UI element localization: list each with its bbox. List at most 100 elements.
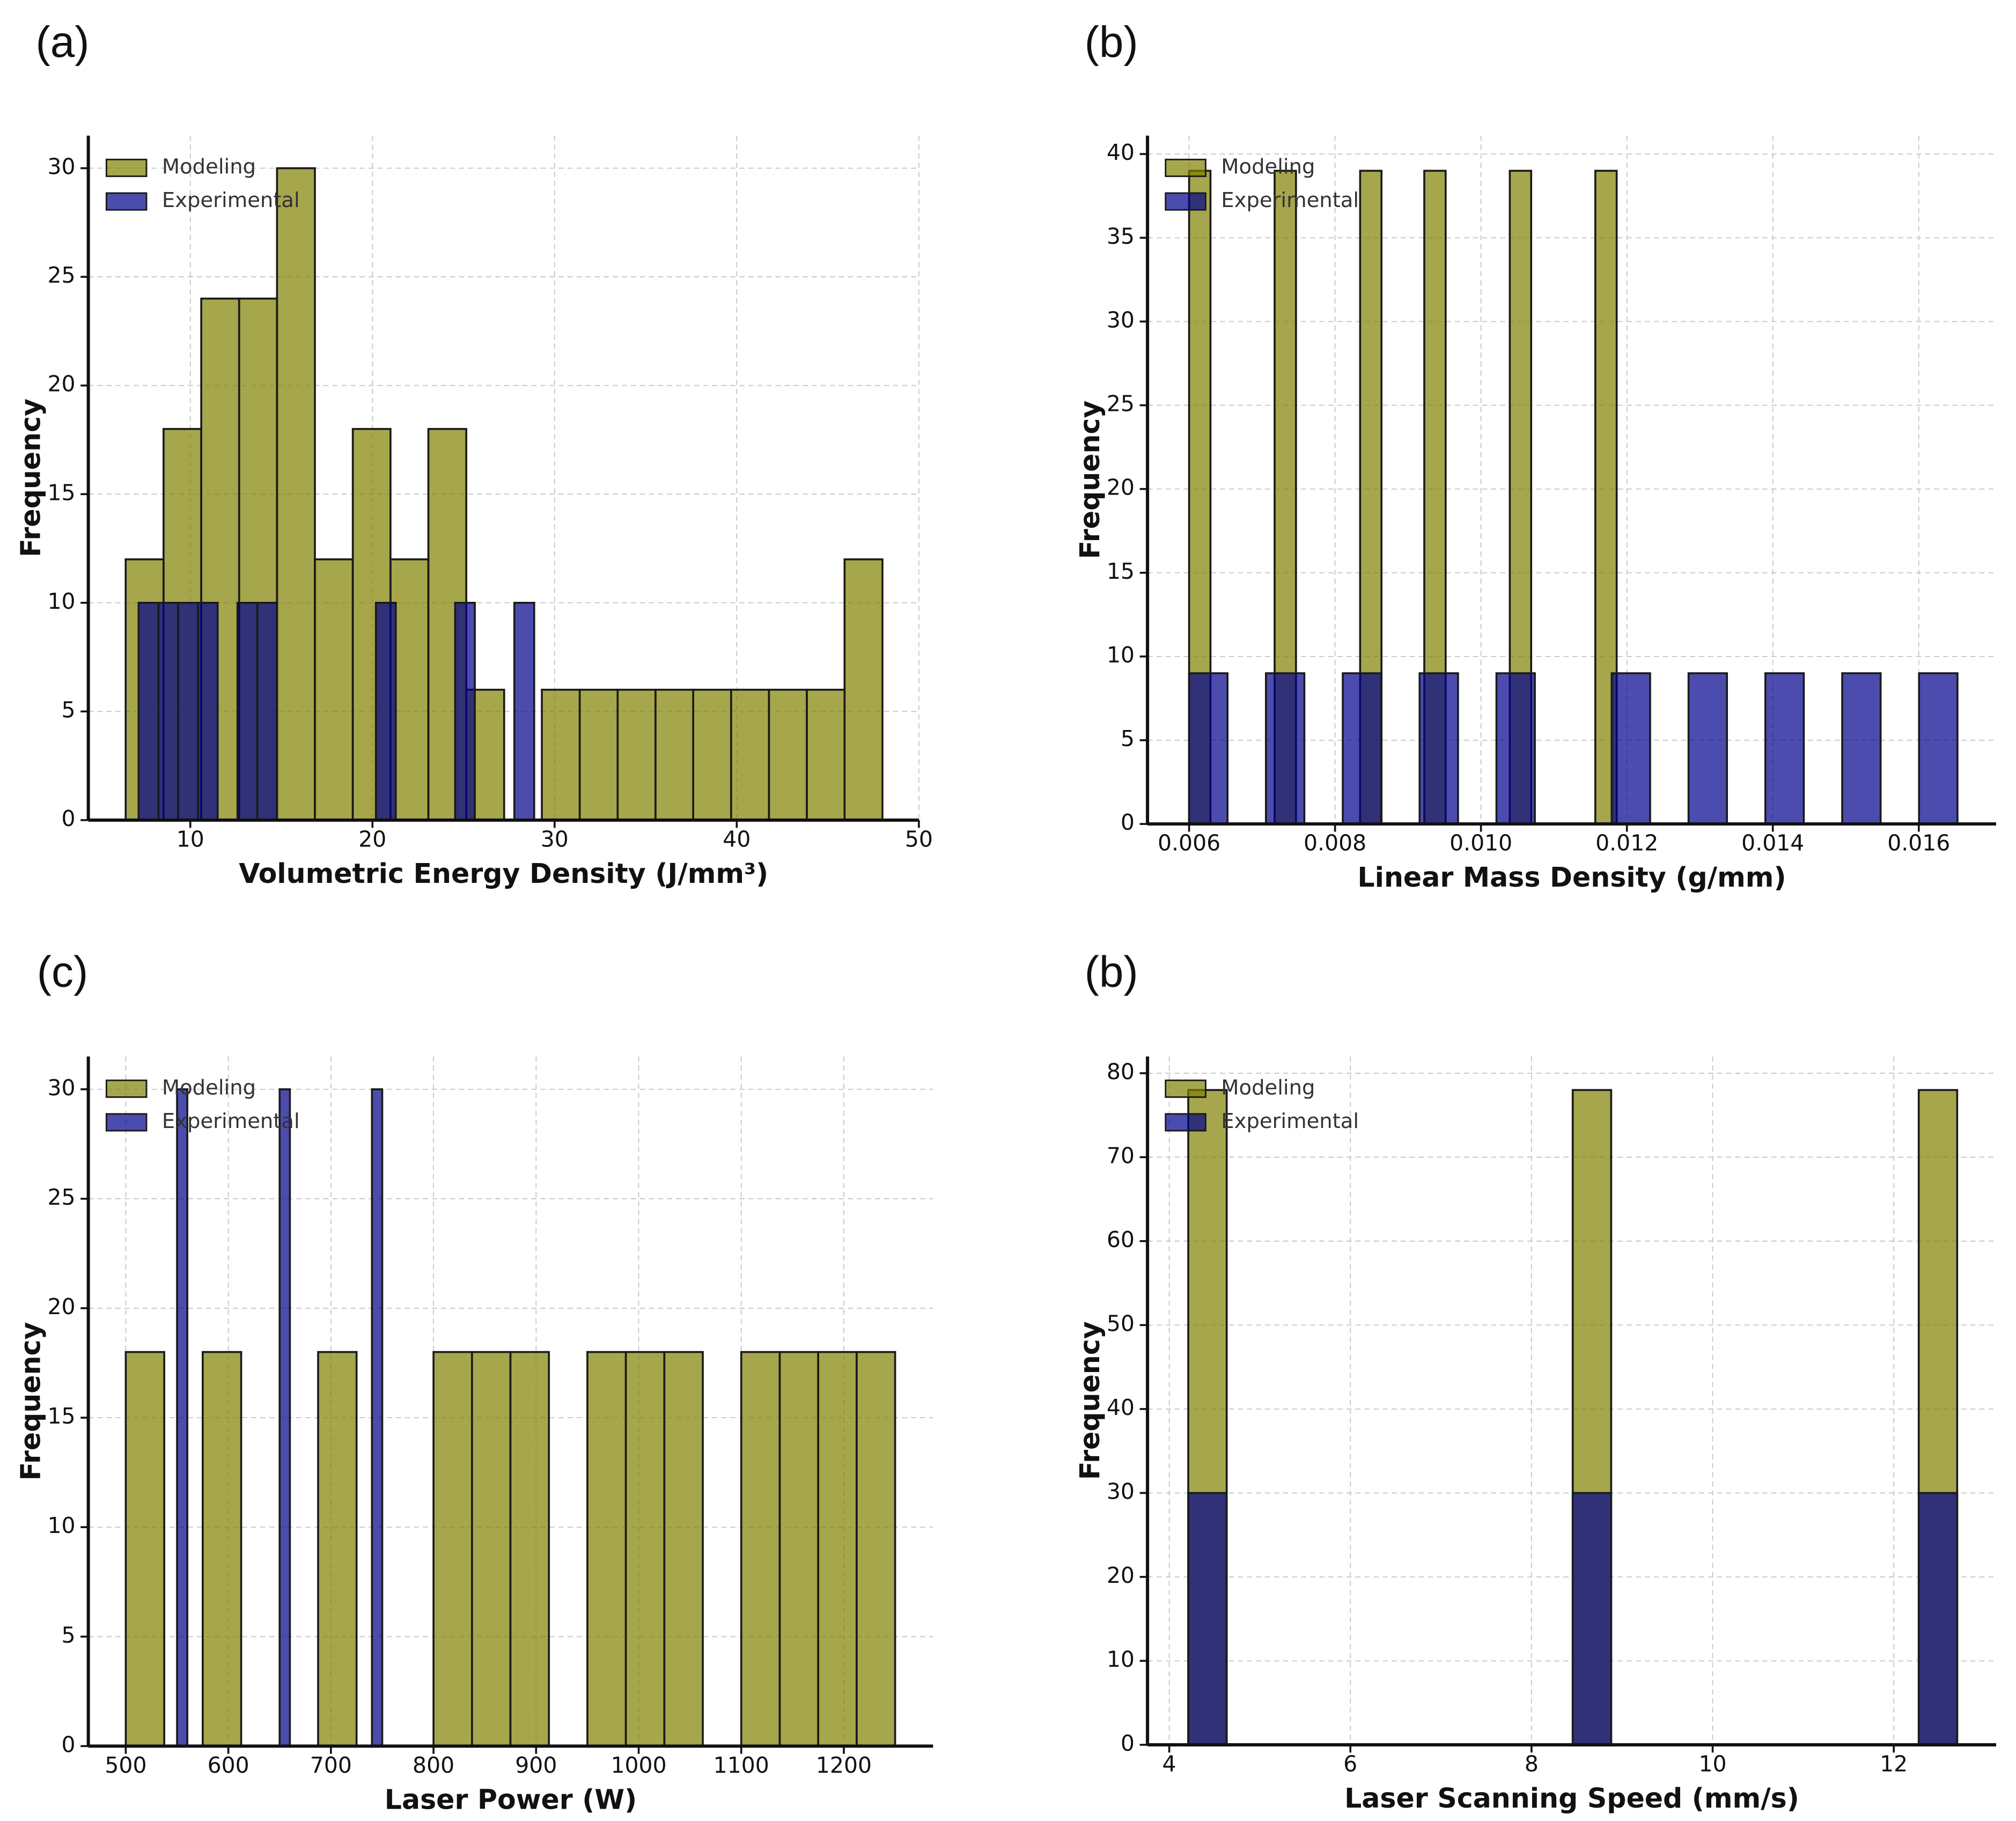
x-tick-label: 0.014 (1741, 830, 1804, 856)
y-tick-label: 40 (1107, 1395, 1135, 1420)
bar (371, 1088, 384, 1748)
y-tick-label: 0 (1121, 1730, 1135, 1756)
bar (236, 602, 259, 821)
legend-swatch (1165, 192, 1206, 211)
panel-label: (b) (1085, 18, 1138, 67)
bar (197, 602, 219, 821)
bar (730, 689, 770, 821)
y-tick-label: 15 (47, 1403, 75, 1429)
legend-label: Modeling (162, 155, 256, 179)
x-axis-label: Volumetric Energy Density (J/mm³) (239, 858, 768, 889)
bar (856, 1351, 896, 1748)
bar (578, 689, 619, 821)
legend-label: Experimental (1221, 1109, 1359, 1133)
y-tick-label: 5 (1121, 726, 1135, 751)
bar (471, 1351, 512, 1748)
bar (374, 602, 397, 821)
x-axis-label: Laser Power (W) (385, 1783, 637, 1815)
y-tick-label: 30 (1107, 1478, 1135, 1504)
x-tick-label: 1100 (713, 1752, 769, 1778)
bar (509, 1351, 550, 1748)
x-tick-label: 0.012 (1595, 830, 1658, 856)
bar (843, 558, 884, 821)
legend-label: Modeling (1221, 155, 1315, 179)
y-tick-label: 15 (47, 480, 75, 505)
y-tick-label: 10 (1107, 1646, 1135, 1672)
bar (768, 689, 808, 821)
bar (157, 602, 179, 821)
bar (317, 1351, 358, 1748)
y-tick-label: 0 (1121, 809, 1135, 835)
legend-swatch (105, 192, 148, 211)
y-tick-label: 5 (62, 1622, 76, 1648)
bar (1610, 672, 1651, 825)
y-tick-label: 20 (1107, 1562, 1135, 1588)
x-tick-label: 6 (1343, 1751, 1357, 1776)
bar (1764, 672, 1805, 825)
x-tick-label: 0.010 (1450, 830, 1512, 856)
bar (137, 602, 160, 821)
bar (276, 167, 316, 821)
y-tick-label: 0 (62, 1731, 76, 1757)
x-axis-label: Laser Scanning Speed (mm/s) (1344, 1782, 1799, 1814)
bar (663, 1351, 704, 1748)
bar (817, 1351, 858, 1748)
bar (740, 1351, 781, 1748)
y-tick-label: 25 (1107, 391, 1135, 417)
bar (616, 689, 657, 821)
panel-label: (c) (37, 948, 88, 997)
x-tick-label: 0.016 (1887, 830, 1950, 856)
bar (1187, 1492, 1228, 1746)
y-tick-label: 5 (62, 697, 76, 722)
bar (432, 1351, 473, 1748)
y-axis-label: Frequency (15, 1322, 47, 1480)
x-tick-label: 40 (723, 826, 751, 852)
legend-label: Experimental (1221, 188, 1359, 212)
bar (256, 602, 278, 821)
y-tick-label: 50 (1107, 1310, 1135, 1336)
panel-label: (b) (1085, 948, 1138, 997)
x-tick-label: 900 (515, 1752, 557, 1778)
bar (1917, 1492, 1959, 1746)
bar (806, 689, 846, 821)
x-tick-label: 0.008 (1304, 830, 1366, 856)
x-tick-label: 500 (105, 1752, 146, 1778)
bar (1188, 672, 1228, 825)
bar (454, 602, 476, 821)
x-tick-label: 1200 (816, 1752, 872, 1778)
legend-swatch (105, 158, 148, 178)
x-tick-label: 10 (176, 826, 204, 852)
y-tick-label: 30 (47, 1075, 75, 1101)
y-tick-label: 20 (47, 1294, 75, 1319)
bar (1418, 672, 1459, 825)
x-tick-label: 12 (1880, 1751, 1908, 1776)
x-tick-label: 0.006 (1158, 830, 1220, 856)
bar (586, 1351, 627, 1748)
legend-swatch (1165, 1113, 1206, 1132)
y-tick-label: 10 (1107, 642, 1135, 668)
bar (1495, 672, 1536, 825)
legend-label: Experimental (162, 1109, 300, 1133)
bar (1571, 1492, 1613, 1746)
y-tick-label: 35 (1107, 223, 1135, 249)
y-tick-label: 70 (1107, 1142, 1135, 1168)
bar (1264, 672, 1306, 825)
bar (1687, 672, 1728, 825)
y-tick-label: 0 (62, 806, 76, 831)
bar (202, 1351, 242, 1748)
legend-swatch (105, 1113, 148, 1132)
y-axis-label: Frequency (1074, 1321, 1106, 1480)
y-axis-label: Frequency (15, 399, 47, 557)
legend-swatch (1165, 158, 1206, 178)
x-tick-label: 10 (1698, 1751, 1726, 1776)
bar (124, 1351, 165, 1748)
legend-label: Experimental (162, 188, 300, 212)
bar (654, 689, 695, 821)
x-tick-label: 600 (208, 1752, 249, 1778)
y-tick-label: 10 (47, 588, 75, 614)
x-tick-label: 4 (1162, 1751, 1176, 1776)
x-tick-label: 1000 (610, 1752, 666, 1778)
x-tick-label: 8 (1525, 1751, 1539, 1776)
legend-swatch (105, 1079, 148, 1098)
